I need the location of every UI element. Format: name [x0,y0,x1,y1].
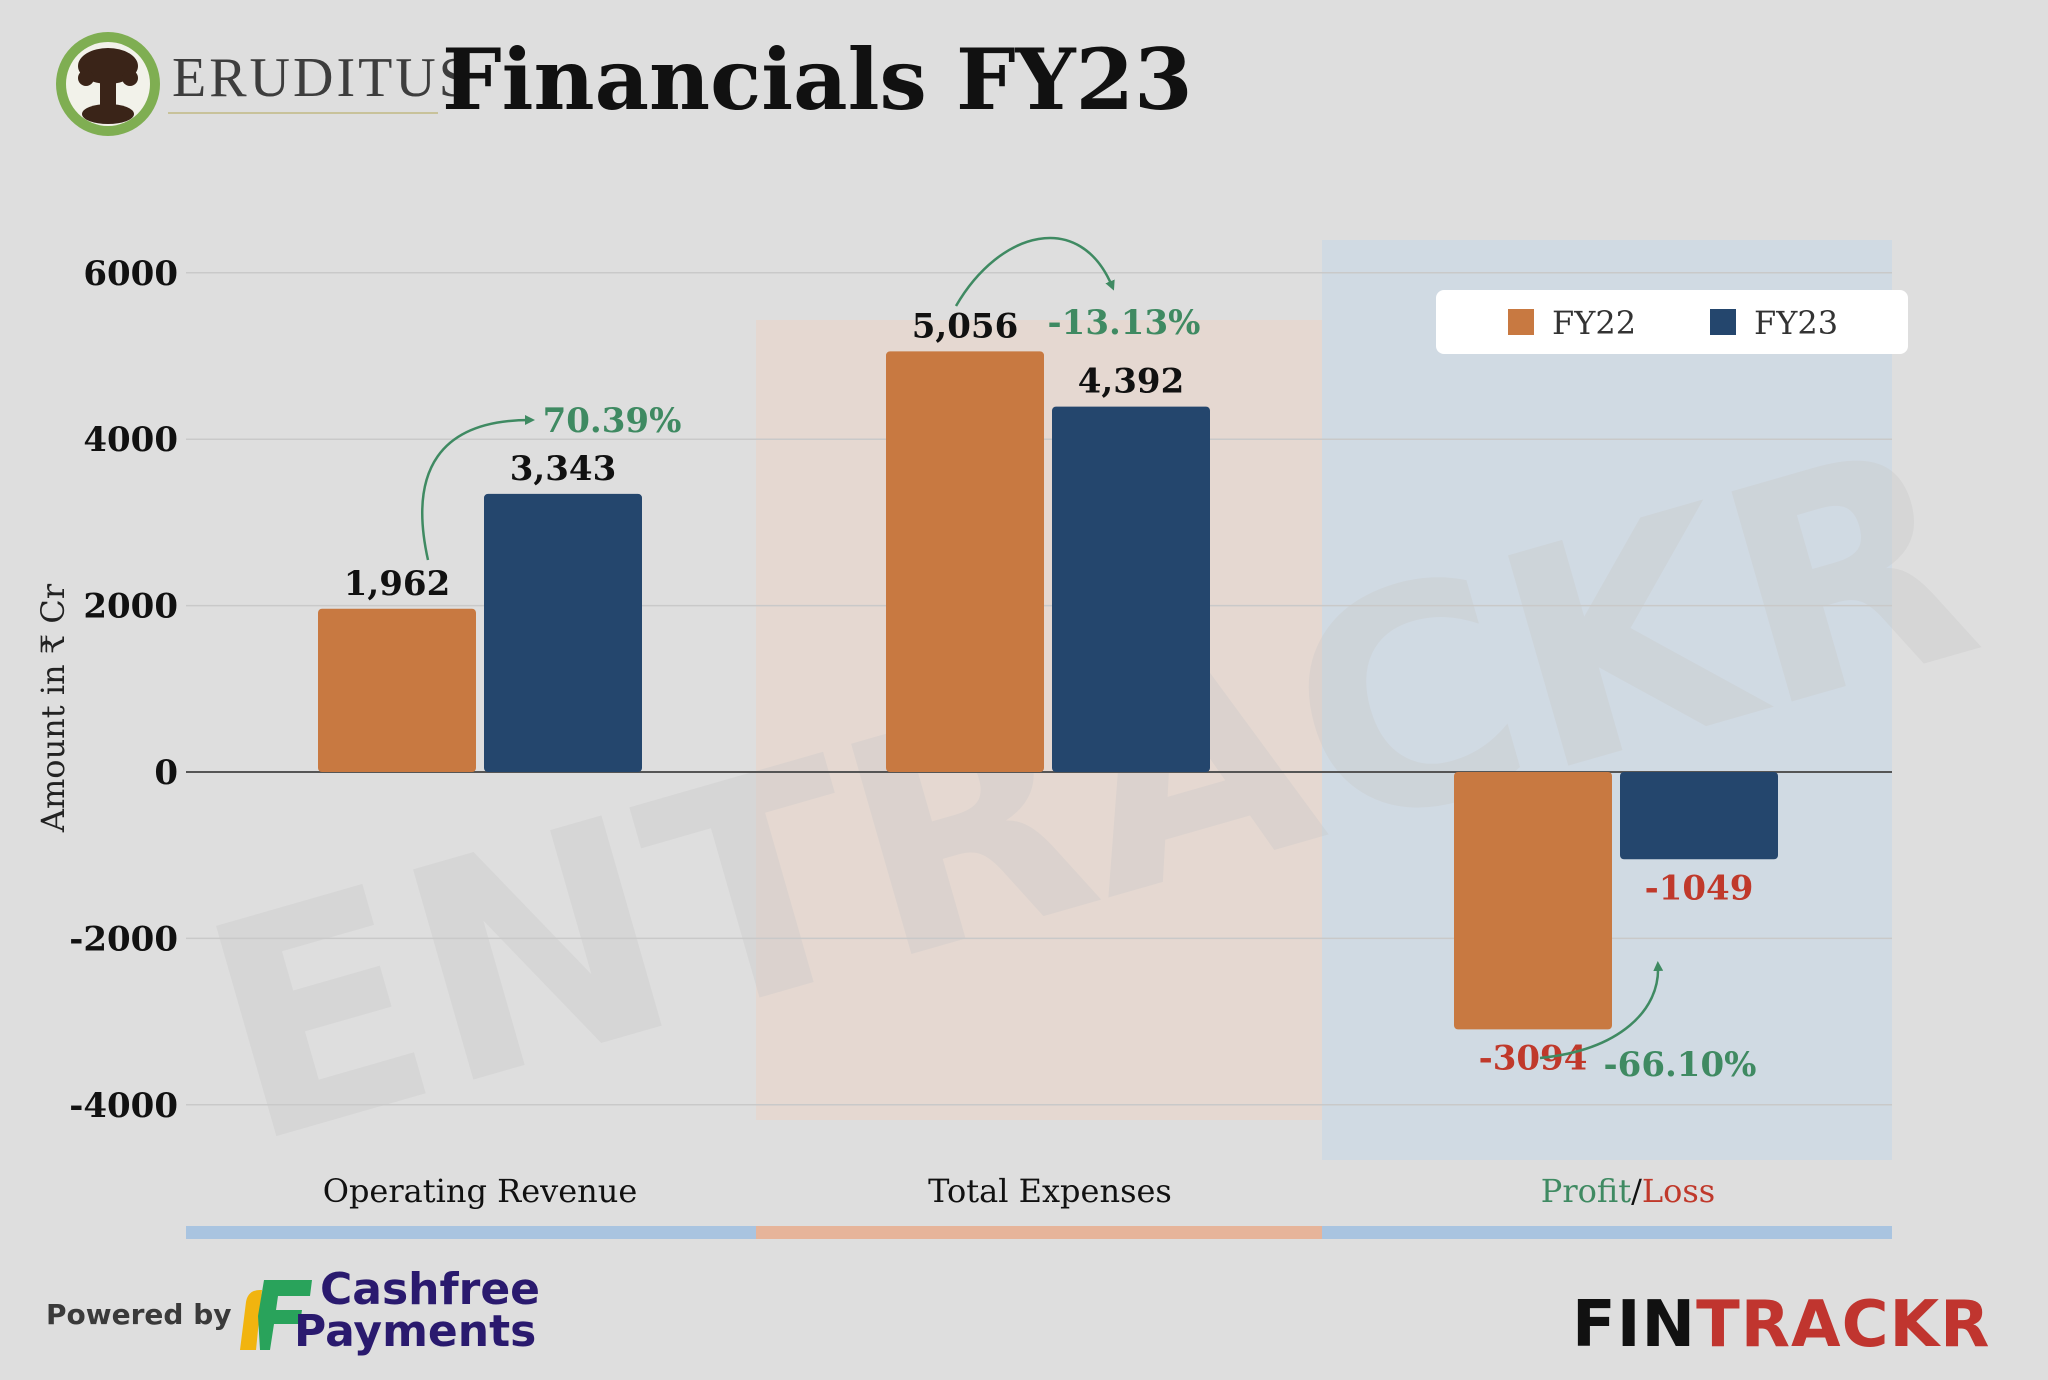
category-band [186,1226,756,1239]
brand-part-1: FIN [1572,1288,1697,1362]
bar-fy22 [318,608,476,772]
y-tick-label: 2000 [83,587,178,627]
change-arrow [421,415,535,561]
change-arrow [1539,961,1664,1060]
page-title: Financials FY23 [442,30,1193,129]
fintrackr-brand: FINTRACKR [1572,1290,1990,1360]
logo-underline [168,112,438,114]
powered-by-label: Powered by [46,1298,232,1331]
category-label-profit-loss: Profit/Loss [1541,1172,1715,1210]
category-label-part: / [1631,1172,1642,1210]
eruditus-logo: ERUDITUS [50,28,470,148]
y-tick-label: -4000 [69,1086,178,1126]
data-label: 5,056 [912,306,1018,346]
category-label: Total Expenses [928,1172,1172,1210]
category-label-part: Loss [1642,1172,1715,1210]
category-band [1322,1226,1892,1239]
change-label: 70.39% [543,401,682,441]
logo-wordmark: ERUDITUS [172,47,473,109]
legend-box [1436,290,1908,354]
y-tick-label: 4000 [83,420,178,460]
bar-fy22 [1454,772,1612,1030]
data-label: -1049 [1645,868,1754,908]
tree-logo-icon [56,32,160,136]
data-label: -3094 [1479,1038,1588,1078]
sponsor-name-line1: Cashfree [320,1264,541,1315]
legend-swatch-fy22 [1508,309,1534,335]
bar-fy23 [1620,772,1778,860]
bar-fy23 [484,493,642,772]
y-tick-label: 6000 [83,254,178,294]
legend-label-fy23: FY23 [1754,304,1838,342]
category-label: Operating Revenue [323,1172,638,1210]
category-label-part: Profit [1541,1172,1631,1210]
bar-fy22 [886,351,1044,772]
change-label: -66.10% [1604,1045,1757,1085]
y-tick-label: -2000 [69,919,178,959]
change-label: -13.13% [1048,303,1201,343]
y-tick-label: 0 [154,753,178,793]
category-band [756,1226,1322,1239]
data-label: 1,962 [344,564,450,604]
data-label: 3,343 [510,449,616,489]
change-arrow [954,236,1115,307]
cashfree-mark-icon [240,1280,312,1350]
brand-part-2: TRACKR [1696,1288,1991,1362]
y-axis-label: Amount in ₹ Cr [34,583,72,833]
sponsor-name-line2: Payments [294,1306,537,1357]
data-label: 4,392 [1078,362,1184,402]
legend-swatch-fy23 [1710,309,1736,335]
bar-fy23 [1052,406,1210,772]
legend-label-fy22: FY22 [1552,304,1636,342]
